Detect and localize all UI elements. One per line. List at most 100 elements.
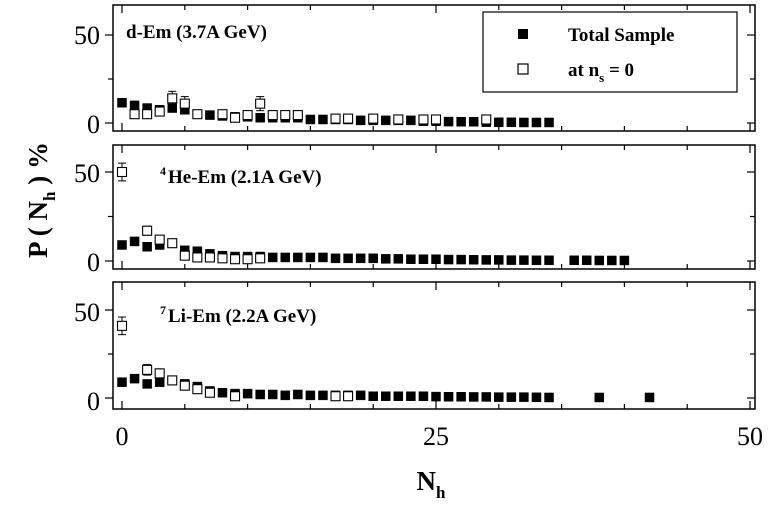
total-sample-point <box>406 254 416 264</box>
ns-zero-point <box>255 253 266 264</box>
ns-zero-point <box>229 254 241 265</box>
total-sample-point <box>506 255 517 265</box>
total-sample-point <box>456 392 466 402</box>
total-sample-point <box>519 117 529 128</box>
ns-zero-point <box>292 110 303 121</box>
y-axis-title-sub: h <box>40 191 59 201</box>
total-sample-point <box>305 252 316 263</box>
ns-zero-point <box>192 384 203 395</box>
total-sample-point <box>481 255 491 265</box>
total-sample-point <box>318 114 328 125</box>
ns-zero-point <box>430 114 442 125</box>
ns-zero-point <box>242 110 253 121</box>
ns-zero-point <box>179 380 190 391</box>
total-sample-point <box>242 388 253 399</box>
ns-zero-point <box>255 98 266 109</box>
total-sample-point <box>406 391 416 401</box>
total-sample-point <box>607 255 617 266</box>
panel-1-title: d-Em (3.7A GeV) <box>126 22 267 43</box>
total-sample-point <box>117 240 127 250</box>
panel-1-ytick-50: 50 <box>74 21 100 50</box>
xtick-0: 0 <box>116 422 129 451</box>
total-sample-point <box>594 392 605 403</box>
ns-zero-point <box>129 109 140 120</box>
ns-zero-point <box>154 106 165 117</box>
panel-3-title: 7 Li-Em (2.2A GeV) <box>160 303 316 327</box>
total-sample-point <box>481 392 491 402</box>
legend-ns-label: at ns = 0 <box>568 60 634 85</box>
total-sample-point <box>318 390 328 401</box>
total-sample-point <box>267 389 278 400</box>
total-sample-point <box>494 255 504 265</box>
ns-zero-point <box>179 250 190 261</box>
total-sample-point <box>305 114 316 125</box>
y-axis-title-end: ) % <box>23 142 53 192</box>
ns-zero-point <box>142 364 153 375</box>
panel-2: 0 50 4 He-Em (2.1A GeV) <box>74 144 756 277</box>
total-sample-point <box>494 117 504 128</box>
total-sample-point <box>594 255 605 266</box>
total-sample-point <box>393 391 404 401</box>
ns-zero-point <box>330 113 341 124</box>
x-axis-title-sub: h <box>436 483 446 502</box>
total-sample-point <box>217 387 228 398</box>
total-sample-point <box>142 379 152 389</box>
ns-zero-point <box>154 368 165 379</box>
y-axis-title: P ( Nh ) % <box>23 142 59 258</box>
total-sample-point <box>368 391 378 401</box>
ns-zero-point <box>343 113 354 124</box>
total-sample-point <box>129 236 140 247</box>
ns-zero-point <box>179 98 190 109</box>
total-sample-point <box>343 253 353 264</box>
total-sample-point <box>619 255 630 266</box>
x-axis-title: Nh <box>417 466 447 502</box>
total-sample-point <box>117 377 127 387</box>
ns-zero-point <box>330 391 341 402</box>
legend-ns-sub: s <box>599 70 604 85</box>
legend-ns-main: at n <box>568 60 600 81</box>
total-sample-point <box>355 390 366 401</box>
total-sample-point <box>293 389 303 400</box>
panel-1-ticks <box>105 5 755 131</box>
panel-1-ytick-0: 0 <box>87 110 100 139</box>
ns-zero-point <box>242 254 253 265</box>
ns-zero-point <box>167 93 178 104</box>
ns-zero-point <box>229 391 241 402</box>
total-sample-point <box>255 112 265 123</box>
legend-total-label: Total Sample <box>568 25 674 46</box>
ns-zero-point <box>142 109 153 120</box>
total-sample-point <box>318 252 328 263</box>
panel-3-ytick-0: 0 <box>87 387 100 416</box>
ns-zero-point <box>418 114 429 125</box>
total-sample-point <box>431 254 441 264</box>
ns-zero-point <box>116 320 128 331</box>
panel-3-ytick-50: 50 <box>74 298 100 327</box>
legend-box <box>482 11 738 93</box>
panel-3-title-sup: 7 <box>160 303 166 317</box>
ns-zero-point <box>280 110 291 121</box>
total-sample-point <box>117 98 127 108</box>
panel-3-frame <box>112 281 756 410</box>
panel-2-title-sup: 4 <box>160 164 166 178</box>
panel-3-marks <box>116 316 655 403</box>
panel-2-ytick-50: 50 <box>74 159 100 188</box>
ns-zero-point <box>116 166 128 178</box>
ns-zero-point <box>217 253 228 264</box>
total-sample-point <box>443 392 454 402</box>
panel-2-ticks <box>105 145 755 269</box>
total-sample-point <box>581 255 592 266</box>
legend-ns-end: = 0 <box>604 60 634 81</box>
panel-2-marks <box>116 162 630 266</box>
xtick-25: 25 <box>423 422 449 451</box>
ns-zero-point <box>217 109 228 120</box>
legend-open-square-icon <box>517 63 529 75</box>
total-sample-point <box>330 253 341 264</box>
total-sample-point <box>531 117 542 128</box>
panel-1-title-text: d-Em (3.7A GeV) <box>126 22 267 43</box>
total-sample-point <box>381 254 391 264</box>
total-sample-point <box>280 252 291 263</box>
total-sample-point <box>267 252 278 263</box>
total-sample-point <box>531 392 542 403</box>
total-sample-point <box>569 255 579 266</box>
